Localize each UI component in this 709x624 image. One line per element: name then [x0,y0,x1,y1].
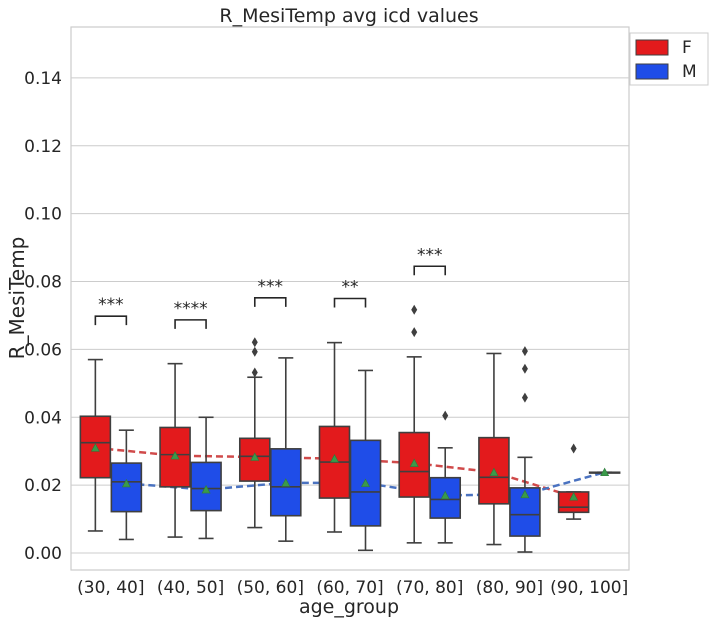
mean-marker [121,478,131,488]
significance-1: **** [174,299,208,329]
box-M-0 [110,429,143,541]
mean-marker [90,443,100,452]
box-F-3 [318,341,351,533]
outlier-marker [251,346,258,357]
y-tick-label: 0.06 [24,340,62,360]
y-tick-label: 0.12 [24,137,62,157]
mean-marker [330,454,339,463]
significance-label: ** [342,278,359,298]
mean-marker [489,467,499,477]
significance-3: ** [333,278,367,308]
chart-title: R_MesiTemp avg icd values [219,5,478,27]
box-M-3 [349,369,382,552]
significance-0: *** [94,295,128,326]
mean-marker [250,452,260,461]
significance-bracket [94,315,128,326]
x-tick-label: (50, 60] [237,578,304,598]
x-axis: (30, 40] (40, 50] (50, 60] (60, 70] (70, 80]… [77,578,628,598]
legend: FM [629,32,709,86]
box-F-4 [398,304,431,544]
significance-label: **** [174,299,208,319]
x-tick-label: (80, 90] [476,578,543,598]
significance-bracket [174,319,207,329]
outlier-marker [411,304,418,315]
legend-swatch-F [635,39,669,56]
y-tick-label: 0.14 [24,69,62,89]
mean-marker [520,489,530,499]
mean-marker [170,450,180,460]
box-M-5 [509,346,541,553]
y-tick-label: 0.00 [24,544,62,564]
outlier-marker [442,410,449,421]
boxes [79,304,621,553]
y-tick-label: 0.08 [24,273,62,293]
outlier-marker [521,392,528,403]
box-F-5 [478,352,510,546]
box-M-2 [269,357,302,542]
legend-label-F: F [682,38,692,58]
mean-marker [409,458,419,467]
outlier-marker [521,363,528,374]
mean-marker [281,478,291,487]
box-M-6 [588,467,621,477]
legend-swatch-M [635,63,669,80]
significance-4: *** [413,245,447,276]
significance-label: *** [98,295,124,315]
outlier-marker [251,367,258,378]
mean-marker [440,490,450,500]
x-axis-label: age_group [299,596,399,618]
significance-label: *** [417,245,443,265]
box-body [110,462,143,513]
box-F-6 [557,443,590,520]
box-F-1 [159,362,191,538]
outlier-marker [570,443,577,454]
box-M-1 [190,416,222,540]
y-axis: 0.00 0.02 0.04 0.06 0.08 0.10 0.12 0.14 [24,69,62,564]
y-tick-label: 0.02 [24,476,62,496]
significance-annotations: *** ******* ***** [94,245,447,329]
significance-bracket [413,265,447,276]
mean-marker [600,467,610,477]
y-tick-label: 0.04 [24,408,62,428]
mean-marker [201,484,211,494]
significance-2: *** [253,277,287,307]
y-axis-label: R_MesiTemp [5,237,29,360]
mean-marker [569,492,579,501]
x-tick-label: (90, 100] [550,578,628,598]
x-tick-label: (70, 80] [396,578,463,598]
significance-bracket [253,297,287,307]
significance-bracket [333,297,367,308]
significance-label: *** [258,277,284,297]
y-tick-label: 0.10 [24,205,62,225]
box-F-2 [238,337,271,529]
legend-label-M: M [682,62,697,82]
outlier-marker [251,337,258,348]
outlier-marker [411,327,418,338]
box-F-0 [79,358,112,532]
outlier-marker [521,346,528,357]
box-M-4 [429,410,462,544]
plot-frame [70,26,630,571]
mean-marker [361,478,370,487]
x-tick-label: (60, 70] [316,578,383,598]
x-tick-label: (40, 50] [157,578,224,598]
x-tick-label: (30, 40] [77,578,144,598]
